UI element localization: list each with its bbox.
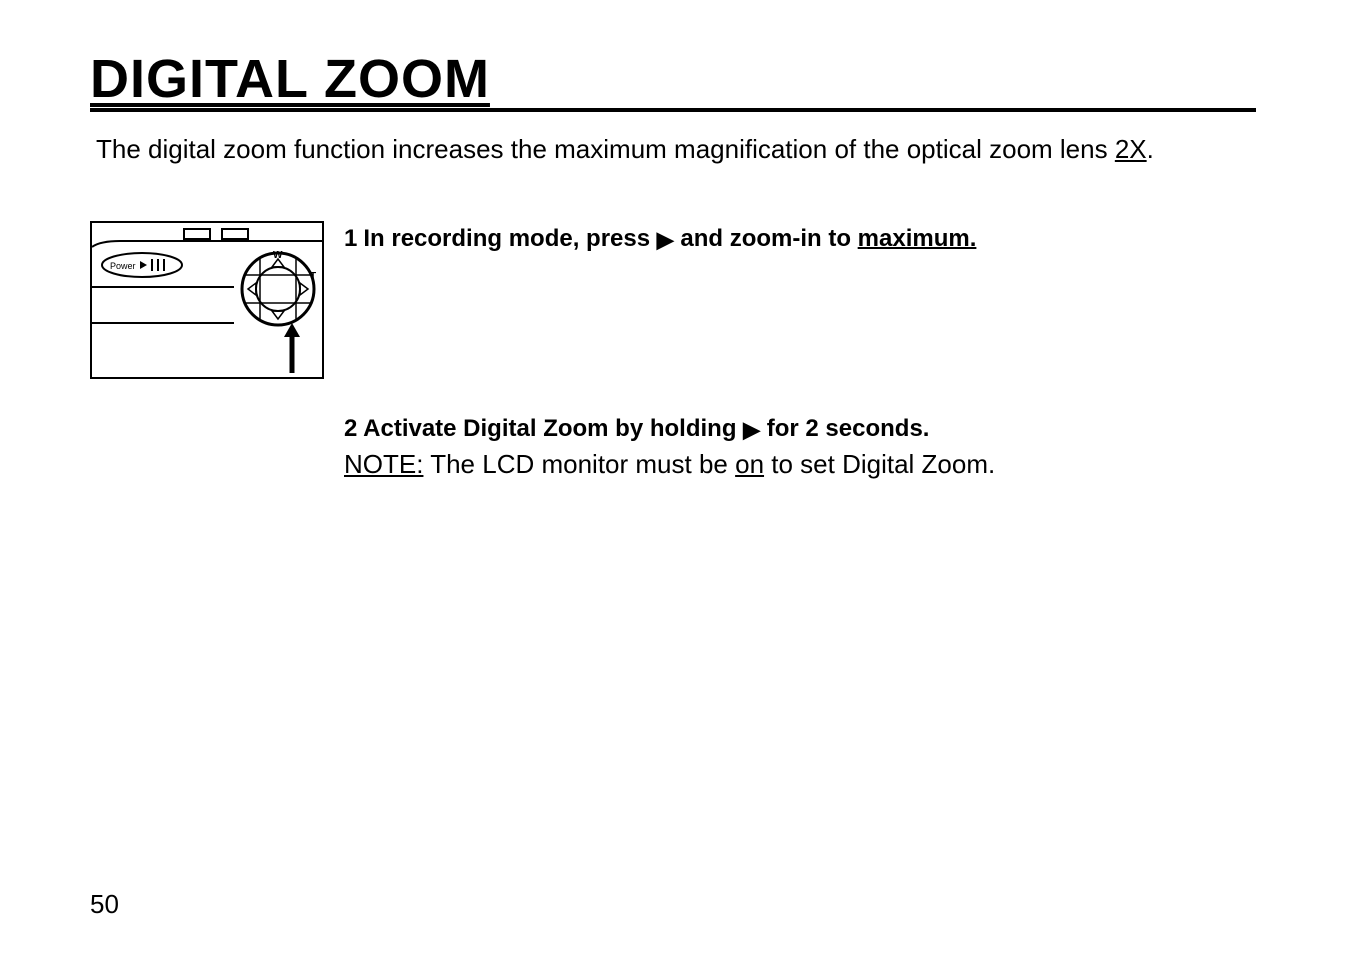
note-label: NOTE: — [344, 449, 423, 479]
step-1-text-a: In recording mode, press — [363, 225, 656, 252]
intro-2x: 2X — [1115, 134, 1147, 164]
step-2: 2 Activate Digital Zoom by holding ▶ for… — [344, 415, 1256, 443]
intro-suffix: . — [1147, 134, 1154, 164]
step-2-text-b: for 2 seconds. — [760, 415, 929, 442]
step-2-number: 2 — [344, 415, 357, 442]
page-title: DIGITAL ZOOM — [90, 52, 490, 106]
step-1-number: 1 — [344, 225, 357, 252]
note-text: NOTE: The LCD monitor must be on to set … — [344, 449, 1256, 480]
note-after-on: to set Digital Zoom. — [764, 449, 995, 479]
step-1-maximum: maximum. — [858, 225, 977, 252]
intro-text: The digital zoom function increases the … — [96, 134, 1256, 165]
step-1: 1In recording mode, press ▶ and zoom-in … — [344, 221, 976, 253]
camera-diagram: Power W T — [90, 221, 324, 379]
power-label: Power — [110, 261, 136, 271]
right-arrow-icon: ▶ — [657, 227, 674, 253]
dpad-t-label: T — [310, 271, 316, 282]
intro-prefix: The digital zoom function increases the … — [96, 134, 1115, 164]
note-before-on: The LCD monitor must be — [423, 449, 735, 479]
step-1-text-b: and zoom-in to — [674, 225, 858, 252]
right-arrow-icon: ▶ — [743, 417, 760, 443]
step-2-text-a: Activate Digital Zoom by holding — [363, 415, 743, 442]
dpad-w-label: W — [273, 250, 283, 261]
page-number: 50 — [90, 889, 119, 920]
note-on: on — [735, 449, 764, 479]
